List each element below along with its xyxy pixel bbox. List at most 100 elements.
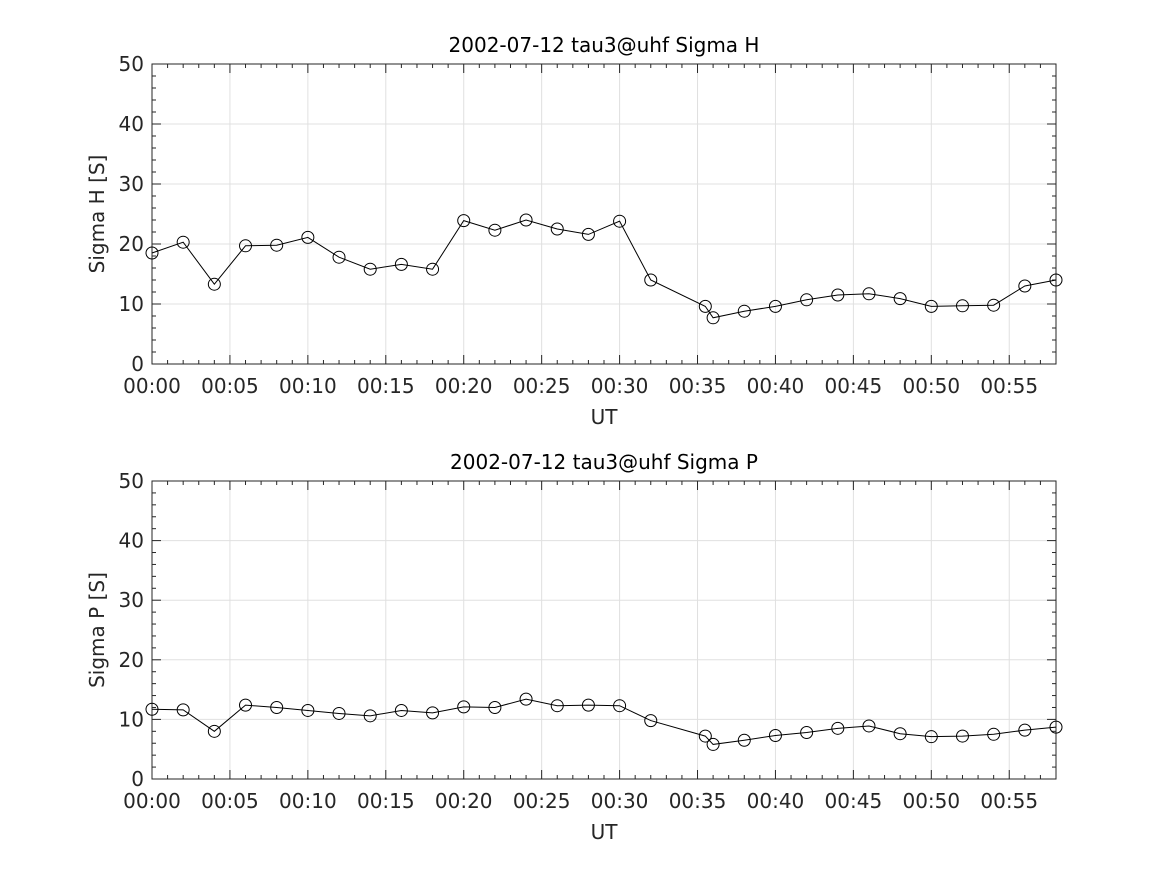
- data-point: [1018, 279, 1032, 293]
- data-point: [987, 727, 1001, 741]
- x-axis-label: UT: [591, 820, 619, 844]
- data-point: [426, 706, 440, 720]
- y-tick-label: 20: [119, 648, 144, 672]
- x-tick-label: 00:50: [902, 789, 960, 813]
- data-point: [706, 737, 720, 751]
- data-point: [737, 304, 751, 318]
- y-tick-label: 30: [119, 172, 144, 196]
- x-tick-label: 00:50: [902, 374, 960, 398]
- data-point: [698, 729, 712, 743]
- x-tick-label: 00:10: [279, 789, 337, 813]
- data-point: [800, 293, 814, 307]
- data-point: [270, 238, 284, 252]
- axes-box: [151, 480, 1057, 780]
- x-axis-label: UT: [591, 405, 619, 429]
- data-point: [176, 703, 190, 717]
- x-tick-label: 00:25: [513, 789, 571, 813]
- data-point: [239, 239, 253, 253]
- data-point: [737, 733, 751, 747]
- x-tick-label: 00:00: [123, 374, 181, 398]
- x-tick-label: 00:35: [669, 374, 727, 398]
- data-point: [1049, 273, 1063, 287]
- data-point: [893, 292, 907, 306]
- data-point: [924, 299, 938, 313]
- x-tick-label: 00:45: [825, 374, 883, 398]
- data-point: [457, 214, 471, 228]
- data-point: [519, 213, 533, 227]
- x-tick-label: 00:40: [747, 374, 805, 398]
- y-axis-label: Sigma H [S]: [85, 155, 109, 274]
- data-point: [581, 698, 595, 712]
- chart-title: 2002-07-12 tau3@uhf Sigma P: [450, 450, 758, 474]
- x-tick-label: 00:20: [435, 374, 493, 398]
- y-axis-label: Sigma P [S]: [85, 572, 109, 688]
- x-tick-label: 00:35: [669, 789, 727, 813]
- y-tick-label: 20: [119, 232, 144, 256]
- x-tick-label: 00:25: [513, 374, 571, 398]
- data-point: [831, 721, 845, 735]
- y-tick-label: 0: [131, 352, 144, 376]
- chart-title: 2002-07-12 tau3@uhf Sigma H: [449, 33, 760, 57]
- data-point: [706, 311, 720, 325]
- x-tick-label: 00:10: [279, 374, 337, 398]
- data-point: [488, 223, 502, 237]
- data-point: [363, 709, 377, 723]
- data-point: [145, 246, 159, 260]
- x-tick-label: 00:20: [435, 789, 493, 813]
- data-point: [207, 724, 221, 738]
- data-point: [644, 714, 658, 728]
- axes-box: [151, 63, 1057, 365]
- x-tick-label: 00:40: [747, 789, 805, 813]
- data-point: [301, 703, 315, 717]
- y-tick-label: 50: [119, 469, 144, 493]
- x-tick-label: 00:30: [591, 789, 649, 813]
- x-tick-label: 00:55: [980, 789, 1038, 813]
- series-line: [151, 219, 1057, 319]
- data-point: [270, 700, 284, 714]
- y-tick-label: 30: [119, 588, 144, 612]
- y-tick-label: 40: [119, 529, 144, 553]
- x-tick-label: 00:00: [123, 789, 181, 813]
- x-tick-label: 00:05: [201, 789, 259, 813]
- y-tick-label: 50: [119, 52, 144, 76]
- x-tick-label: 00:30: [591, 374, 649, 398]
- data-point: [176, 235, 190, 249]
- data-point: [698, 299, 712, 313]
- data-point: [613, 214, 627, 228]
- x-tick-label: 00:15: [357, 374, 415, 398]
- data-point: [924, 730, 938, 744]
- data-point: [613, 699, 627, 713]
- data-point: [893, 727, 907, 741]
- y-tick-label: 0: [131, 767, 144, 791]
- data-point: [550, 222, 564, 236]
- data-point: [363, 262, 377, 276]
- data-point: [955, 299, 969, 313]
- panel-sigma-h: 00:00 00:05 00:10 00:15 00:20 00:25 00:30 00:35…: [85, 33, 1063, 429]
- data-point: [862, 287, 876, 301]
- data-point: [581, 227, 595, 241]
- y-tick-label: 10: [119, 292, 144, 316]
- data-point: [332, 706, 346, 720]
- data-point: [955, 729, 969, 743]
- data-point: [488, 700, 502, 714]
- data-point: [301, 230, 315, 244]
- data-point: [550, 699, 564, 713]
- data-point: [394, 703, 408, 717]
- data-point: [207, 277, 221, 291]
- data-point: [1018, 723, 1032, 737]
- series-line: [151, 698, 1057, 745]
- x-tick-label: 00:15: [357, 789, 415, 813]
- data-point: [831, 288, 845, 302]
- data-point: [800, 726, 814, 740]
- x-tick-label: 00:45: [825, 789, 883, 813]
- x-tick-label: 00:05: [201, 374, 259, 398]
- data-point: [862, 719, 876, 733]
- data-point: [1049, 720, 1063, 734]
- y-tick-label: 10: [119, 707, 144, 731]
- y-tick-label: 40: [119, 112, 144, 136]
- data-point: [426, 262, 440, 276]
- data-point: [519, 692, 533, 706]
- data-point: [239, 698, 253, 712]
- data-point: [394, 257, 408, 271]
